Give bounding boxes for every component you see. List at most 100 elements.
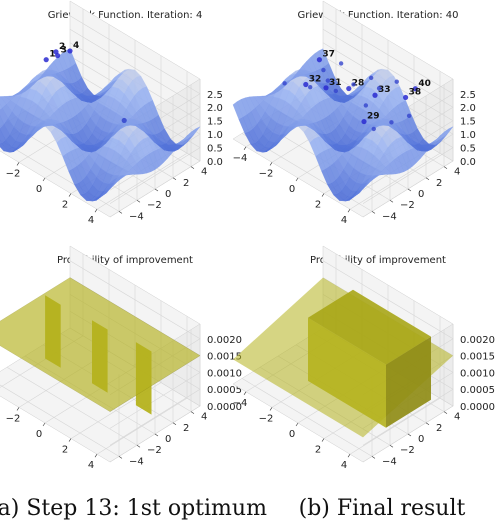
z-tick-label: 1.5 xyxy=(460,117,476,128)
sample-point xyxy=(403,94,409,101)
sample-point xyxy=(121,117,127,124)
x-tick-mark xyxy=(321,193,325,197)
x-tick-mark xyxy=(94,209,98,213)
sample-point xyxy=(372,92,378,98)
x-tick-label: 4 xyxy=(88,215,94,226)
sample-point xyxy=(282,81,287,86)
z-tick-label: 1.0 xyxy=(207,130,223,141)
y-tick-mark xyxy=(425,177,430,181)
point-label: 3 xyxy=(61,46,67,56)
sample-point xyxy=(346,85,352,92)
x-tick-label: −4 xyxy=(233,398,248,409)
sample-point xyxy=(325,78,331,83)
sample-point xyxy=(406,113,412,118)
sample-point xyxy=(361,118,367,125)
surface-facet xyxy=(189,126,201,138)
x-tick-label: 0 xyxy=(36,429,42,440)
y-tick-mark xyxy=(425,422,430,426)
y-tick-label: 0 xyxy=(165,189,171,200)
y-tick-label: 4 xyxy=(201,412,207,423)
chart-title: Griewank Function. Iteration: 4 xyxy=(48,10,203,21)
point-label: 4 xyxy=(73,41,79,51)
y-tick-label: 2 xyxy=(436,423,442,434)
y-tick-mark xyxy=(407,188,412,192)
y-tick-mark xyxy=(371,211,376,214)
sample-point xyxy=(389,120,394,125)
y-tick-mark xyxy=(172,177,177,181)
z-tick-label: 0.0020 xyxy=(207,335,242,346)
sample-point xyxy=(363,103,369,108)
x-tick-mark xyxy=(347,209,351,213)
x-tick-mark xyxy=(321,438,325,442)
y-tick-mark xyxy=(443,166,448,169)
sample-point xyxy=(333,88,338,94)
y-tick-label: 4 xyxy=(454,167,460,178)
panel-1: Griewank Function. Iteration: 41234−4−20… xyxy=(0,0,223,226)
x-tick-mark xyxy=(347,454,351,458)
z-tick-label: 0.5 xyxy=(460,144,476,155)
point-label: 28 xyxy=(352,79,365,89)
x-tick-label: −4 xyxy=(233,153,248,164)
z-tick-label: 0.0010 xyxy=(207,368,242,379)
x-tick-label: −2 xyxy=(6,168,21,179)
x-tick-label: 4 xyxy=(341,460,347,471)
z-tick-label: 0.0005 xyxy=(207,385,242,396)
sample-point xyxy=(43,57,49,63)
x-tick-mark xyxy=(16,162,20,166)
z-tick-label: 2.5 xyxy=(207,90,223,101)
sample-point xyxy=(371,126,376,132)
sample-point xyxy=(323,85,329,91)
point-label: 33 xyxy=(378,85,391,95)
x-tick-label: −2 xyxy=(259,413,274,424)
x-tick-label: 4 xyxy=(88,460,94,471)
pi-sheet xyxy=(0,277,201,412)
x-tick-mark xyxy=(94,454,98,458)
x-tick-mark xyxy=(269,407,273,411)
pi-block-front xyxy=(308,317,386,428)
x-tick-label: 2 xyxy=(62,200,68,211)
sample-point xyxy=(412,86,418,92)
sample-point xyxy=(351,82,356,87)
y-tick-mark xyxy=(136,199,141,203)
panel-3: Probability of improvement−4−2024−4−2024… xyxy=(0,245,242,471)
x-tick-mark xyxy=(42,422,46,427)
z-tick-label: 0.0020 xyxy=(460,335,495,346)
panel-2: Griewank Function. Iteration: 4040383733… xyxy=(232,0,476,226)
sample-point xyxy=(321,67,326,73)
sample-point xyxy=(55,52,61,59)
x-tick-label: 4 xyxy=(341,215,347,226)
y-tick-mark xyxy=(154,433,159,437)
chart-title: Griewank Function. Iteration: 40 xyxy=(298,10,459,21)
caption-b: (b) Final result xyxy=(299,496,466,521)
y-tick-mark xyxy=(190,411,195,414)
sample-point xyxy=(67,48,73,54)
point-label: 1 xyxy=(49,50,55,60)
y-tick-label: 0 xyxy=(165,434,171,445)
y-tick-mark xyxy=(172,422,177,426)
x-tick-mark xyxy=(68,193,72,197)
y-tick-mark xyxy=(389,199,394,203)
z-tick-label: 2.5 xyxy=(460,90,476,101)
y-tick-label: 0 xyxy=(418,434,424,445)
x-tick-label: 2 xyxy=(315,200,321,211)
sample-point xyxy=(308,84,313,90)
point-label: 32 xyxy=(309,74,322,84)
sample-point xyxy=(338,61,344,66)
z-tick-label: 2.0 xyxy=(207,103,223,114)
y-tick-mark xyxy=(443,411,448,414)
y-tick-label: −2 xyxy=(400,445,415,456)
sample-point xyxy=(316,57,322,63)
chart-title: Probability of improvement xyxy=(310,255,446,266)
x-tick-mark xyxy=(295,177,299,182)
z-tick-label: 0.0 xyxy=(207,157,223,168)
point-label: 31 xyxy=(329,78,342,88)
x-tick-mark xyxy=(295,422,299,427)
z-tick-label: 2.0 xyxy=(460,103,476,114)
caption-a: (a) Step 13: 1st optimum xyxy=(0,496,267,521)
x-tick-mark xyxy=(68,438,72,442)
point-label: 40 xyxy=(418,79,431,89)
z-tick-label: 0.0015 xyxy=(460,352,495,363)
x-tick-label: 0 xyxy=(289,184,295,195)
z-tick-label: 0.0005 xyxy=(460,385,495,396)
